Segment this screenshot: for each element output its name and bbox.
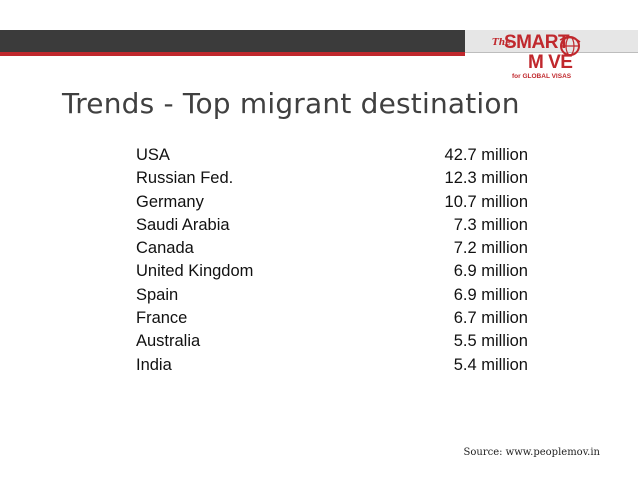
country-name: Russian Fed.: [136, 169, 234, 188]
header-bar: [0, 30, 638, 56]
logo-tagline: for GLOBAL VISAS: [512, 73, 572, 80]
migrant-count: 42.7 million: [444, 146, 528, 164]
migrant-count: 7.3 million: [453, 215, 528, 234]
list-item: India 5.4 million: [136, 356, 528, 379]
source-note: Source: www.peoplemov.in: [463, 447, 600, 458]
migrant-count: 6.9 million: [453, 262, 528, 281]
country-name: Spain: [136, 285, 179, 304]
header-bar-dark: [0, 30, 465, 52]
list-item: France 6.7 million: [136, 309, 528, 332]
country-name: Germany: [136, 192, 204, 211]
logo-smart-text: SMART: [504, 32, 570, 53]
migrant-count: 5.4 million: [453, 355, 528, 374]
migrant-count: 12.3 million: [444, 169, 528, 188]
country-name: United Kingdom: [136, 262, 254, 281]
list-item: Saudi Arabia 7.3 million: [136, 216, 528, 239]
migrant-count: 5.5 million: [453, 332, 528, 351]
list-item: Germany 10.7 million: [136, 193, 528, 216]
country-name: India: [136, 355, 172, 374]
list-item: Australia 5.5 million: [136, 332, 528, 355]
header-bar-divider: [465, 52, 638, 53]
migrant-count: 6.9 million: [453, 285, 528, 304]
logo-move-text: M VE: [528, 52, 573, 73]
header-bar-light: [465, 30, 638, 52]
logo-the-text: The: [492, 38, 511, 48]
migrant-count: 7.2 million: [453, 239, 528, 258]
country-name: Australia: [136, 332, 201, 351]
slide-title: Trends - Top migrant destination: [62, 87, 520, 120]
list-item: Russian Fed. 12.3 million: [136, 169, 528, 192]
list-item: Spain 6.9 million: [136, 286, 528, 309]
header-bar-accent: [0, 52, 465, 56]
list-item: United Kingdom 6.9 million: [136, 262, 528, 285]
country-name: USA: [136, 146, 170, 164]
migrant-count: 10.7 million: [444, 192, 528, 211]
list-item: USA 42.7 million: [136, 146, 528, 169]
country-name: Saudi Arabia: [136, 215, 230, 234]
smart-move-logo: The SMART M VE for GLOBAL VISAS: [492, 30, 590, 82]
list-item: Canada 7.2 million: [136, 239, 528, 262]
country-name: Canada: [136, 239, 194, 258]
destination-list: USA 42.7 million Russian Fed. 12.3 milli…: [136, 146, 528, 379]
country-name: France: [136, 309, 188, 328]
globe-icon: [559, 36, 581, 56]
migrant-count: 6.7 million: [453, 309, 528, 328]
